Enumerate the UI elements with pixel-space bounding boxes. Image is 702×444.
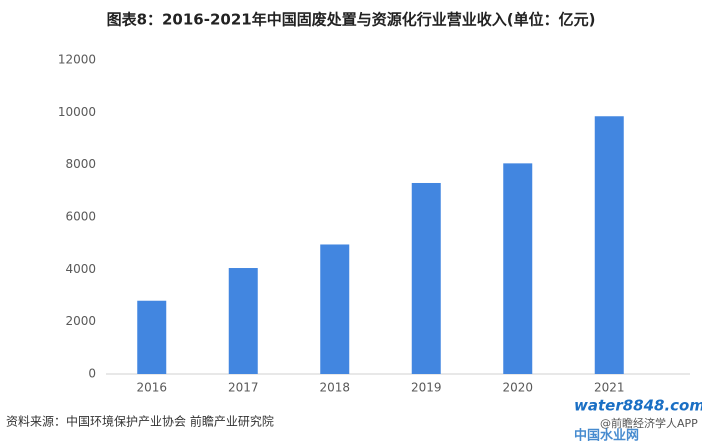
y-tick-label: 2000 (65, 314, 96, 328)
y-tick-label: 10000 (58, 105, 96, 119)
y-tick-label: 0 (88, 367, 96, 381)
y-tick-label: 12000 (58, 53, 96, 67)
logo-credit: @前瞻经济学人APP (600, 416, 698, 430)
logo-name: 中国水业网 (574, 428, 639, 444)
x-tick-label: 2019 (411, 381, 442, 395)
x-tick-label: 2018 (319, 381, 350, 395)
bar (594, 116, 624, 374)
y-tick-label: 8000 (65, 157, 96, 171)
x-tick-label: 2016 (136, 381, 167, 395)
y-tick-label: 4000 (65, 262, 96, 276)
x-tick-label: 2017 (228, 381, 259, 395)
chart-title: 图表8：2016-2021年中国固废处置与资源化行业营业收入(单位：亿元) (107, 11, 596, 29)
source: 资料来源：中国环境保护产业协会 前瞻产业研究院 (6, 414, 274, 429)
x-tick-label: 2021 (594, 381, 625, 395)
x-tick-label: 2020 (502, 381, 533, 395)
y-tick-label: 6000 (65, 210, 96, 224)
bar (228, 268, 258, 374)
logo-domain: water8848.com (574, 397, 702, 415)
bar (320, 244, 350, 374)
bar (137, 300, 167, 374)
bar (503, 163, 533, 374)
bar (411, 182, 441, 374)
